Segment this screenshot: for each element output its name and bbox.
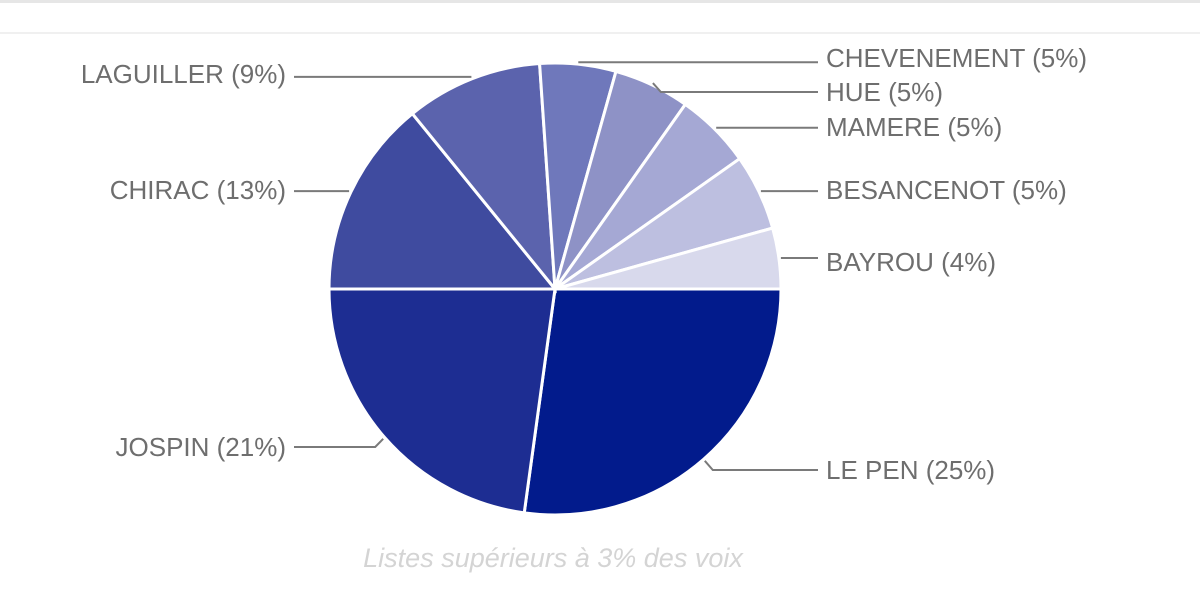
slice-labels: LE PEN (25%) JOSPIN (21%) CHIRAC (13%) LAGU… [81, 43, 1087, 485]
slice-chirac[interactable] [327, 111, 559, 291]
leader-line-le-pen [704, 460, 818, 471]
slice-label-besancenot: BESANCENOT (5%) [826, 175, 1067, 205]
slice-label-chirac: CHIRAC (13%) [110, 175, 286, 205]
leader-line-jospin [294, 438, 384, 448]
slice-bayrou[interactable] [554, 226, 783, 291]
slice-label-hue: HUE (5%) [826, 77, 943, 107]
top-divider [0, 32, 1200, 34]
slice-jospin[interactable] [327, 287, 557, 515]
slice-label-bayrou: BAYROU (4%) [826, 247, 996, 277]
slice-label-jospin: JOSPIN (21%) [116, 432, 287, 462]
slice-label-laguiller: LAGUILLER (9%) [81, 59, 286, 89]
slice-laguiller[interactable] [410, 61, 557, 294]
chart-caption: Listes supérieurs à 3% des voix [363, 543, 743, 573]
top-border [0, 0, 1200, 3]
leader-lines [294, 61, 818, 471]
slice-label-chevenement: CHEVENEMENT (5%) [826, 43, 1087, 73]
slice-le-pen[interactable] [522, 287, 783, 517]
slice-label-le-pen: LE PEN (25%) [826, 455, 995, 485]
slice-label-mamere: MAMERE (5%) [826, 112, 1002, 142]
pie-slices [327, 61, 783, 517]
leader-line-hue [652, 82, 818, 93]
